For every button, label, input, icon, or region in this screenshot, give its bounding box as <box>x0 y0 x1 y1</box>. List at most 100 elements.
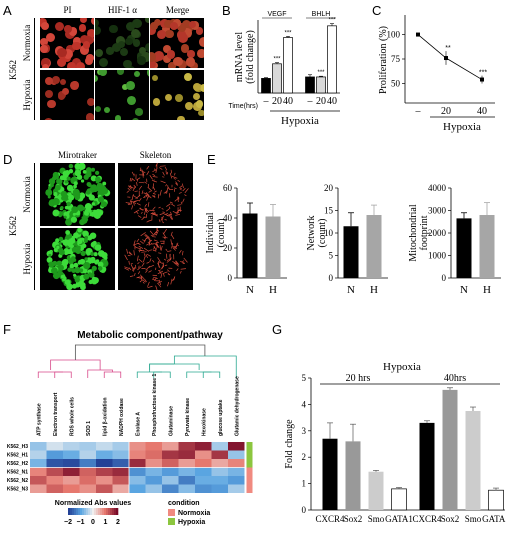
skeleton-segment <box>182 250 184 256</box>
heatmap-legend-swatch <box>84 508 87 515</box>
heatmap-cell <box>162 459 179 468</box>
mito-blob <box>97 261 104 268</box>
skeleton-segment <box>139 240 144 244</box>
condition-legend-label: Hypoxia <box>178 519 205 526</box>
skeleton-segment <box>163 228 167 235</box>
skeleton-segment <box>140 232 146 237</box>
skeleton-segment <box>152 176 158 178</box>
skeleton-segment <box>147 202 150 207</box>
dendrogram-branch <box>149 363 175 372</box>
skeleton-segment <box>155 231 159 236</box>
heatmap-legend-swatch <box>110 508 113 515</box>
dendrogram-branch <box>202 371 221 378</box>
heatmap-legend-swatch <box>106 508 109 515</box>
skeleton-segment <box>158 279 161 286</box>
heatmap-col-label: lipid β-oxidation <box>102 397 108 436</box>
heatmap-col-label: SOD 1 <box>86 421 92 436</box>
cell-mark <box>187 50 195 58</box>
skeleton-segment <box>144 279 147 283</box>
skeleton-segment <box>146 220 150 223</box>
skeleton-segment <box>180 270 182 274</box>
skeleton-segment <box>157 257 161 263</box>
mito-blob <box>73 184 77 189</box>
heatmap-legend-swatch <box>70 508 73 515</box>
skeleton-segment <box>147 281 150 287</box>
mito-blob <box>72 212 76 216</box>
mito-blob <box>64 205 69 210</box>
skeleton-segment <box>126 248 128 254</box>
mito-blob <box>70 256 76 261</box>
mito-blob <box>89 232 97 240</box>
heatmap-col-label: Glutamic dehydrogenase <box>234 376 240 436</box>
heatmap-col-label: Pyruvate kinase <box>185 398 191 436</box>
skeleton-segment <box>163 271 168 274</box>
panel-a-letter: A <box>3 3 12 18</box>
mito-blob <box>100 202 106 208</box>
cell-mark <box>150 26 156 36</box>
mito-blob <box>59 175 65 181</box>
skeleton-segment <box>164 213 169 216</box>
mito-blob <box>86 182 92 187</box>
panel-e-bar <box>479 215 495 278</box>
heatmap-cell <box>162 442 179 451</box>
panel-b-bracket-label: Hypoxia <box>281 115 319 127</box>
cell-mark <box>95 18 100 27</box>
cell-mark <box>166 50 176 60</box>
mito-blob <box>60 205 64 210</box>
skeleton-segment <box>140 211 143 214</box>
cell-mark <box>118 40 126 49</box>
skeleton-segment <box>144 208 147 215</box>
panel-d-col-mitotracker: Mirotraker <box>58 150 97 160</box>
heatmap-cell <box>145 484 162 493</box>
panel-g-xtick: Sox2 <box>441 514 460 524</box>
mito-blob <box>53 248 58 253</box>
skeleton-segment <box>179 249 182 254</box>
panel-c-bracket-label: Hypoxia <box>443 121 481 133</box>
heatmap-cell <box>211 467 228 476</box>
panel-d-mitotracker-hypoxia <box>40 228 115 290</box>
heatmap-legend-swatch <box>80 508 83 515</box>
panel-b-star: *** <box>284 30 292 36</box>
heatmap-cell <box>178 467 195 476</box>
heatmap-cell <box>79 467 96 476</box>
mito-blob <box>60 190 68 198</box>
cell-mark <box>59 79 66 86</box>
cell-mark <box>184 102 193 111</box>
heatmap-legend-swatch <box>92 508 95 515</box>
cell-mark <box>72 37 82 46</box>
mito-blob <box>91 202 96 206</box>
cell-mark <box>135 108 143 116</box>
skeleton-segment <box>170 278 173 285</box>
heatmap-condition-cell <box>246 467 253 476</box>
cell-mark <box>164 19 174 29</box>
skeleton-segment <box>136 177 141 181</box>
cell-mark <box>125 21 135 31</box>
cell-mark <box>40 45 48 53</box>
heatmap-cell <box>112 442 129 451</box>
mito-blob <box>56 245 60 249</box>
skeleton-segment <box>153 168 157 171</box>
panel-b-xtick: 20 <box>272 96 282 107</box>
skeleton-segment <box>153 180 157 183</box>
heatmap-row-label: K562_N1 <box>7 470 28 476</box>
cell-mark <box>182 28 192 38</box>
panel-c-ytick: 50 <box>391 78 401 88</box>
skeleton-segment <box>136 276 140 279</box>
skeleton-segment <box>130 263 133 265</box>
skeleton-segment <box>143 237 147 243</box>
panel-e-letter: E <box>207 152 216 167</box>
skeleton-segment <box>148 249 153 251</box>
mito-blob <box>83 273 90 280</box>
panel-g-bar <box>345 441 361 510</box>
skeleton-segment <box>166 187 169 194</box>
skeleton-segment <box>173 276 176 281</box>
skeleton-segment <box>145 265 151 271</box>
cell-mark <box>197 49 204 58</box>
panel-b-xtick: 40 <box>283 96 293 107</box>
heatmap-cell <box>162 484 179 493</box>
heatmap-col-label: ROS whole cells <box>69 397 75 436</box>
skeleton-segment <box>151 179 155 181</box>
skeleton-segment <box>144 181 148 184</box>
skeleton-segment <box>138 245 144 249</box>
skeleton-segment <box>124 266 130 269</box>
